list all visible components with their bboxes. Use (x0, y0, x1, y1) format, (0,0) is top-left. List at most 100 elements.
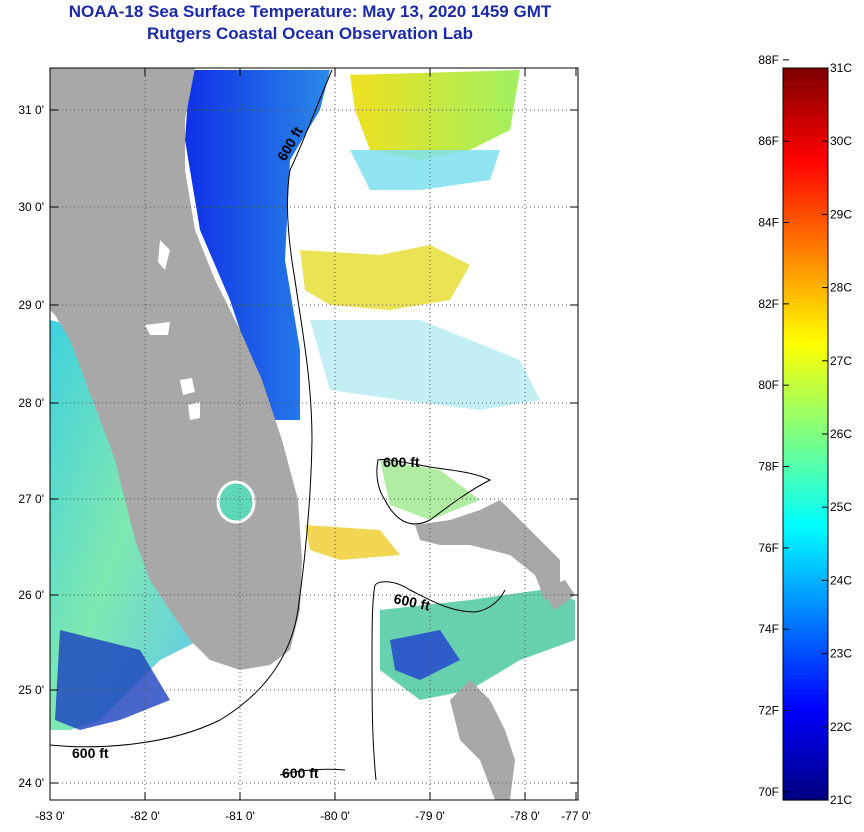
fahrenheit-tick-label: 78F (758, 460, 779, 474)
lon-tick-label: -78 0' (510, 809, 540, 823)
colorbar-segment (783, 273, 828, 280)
florida-straits-warm-patch (305, 525, 400, 560)
colorbar-body (782, 67, 829, 801)
offshore-warm-patch-north (350, 70, 520, 160)
colorbar-segment (783, 434, 828, 440)
colorbar-segment (783, 754, 828, 761)
colorbar-segment (783, 88, 828, 94)
colorbar-segment (783, 489, 828, 495)
colorbar-segment (783, 579, 828, 586)
colorbar-segment (783, 258, 828, 265)
colorbar-segment (783, 569, 828, 575)
colorbar-segment (783, 529, 828, 535)
colorbar-segment (783, 699, 828, 706)
colorbar-segment (783, 103, 828, 109)
colorbar-segment (783, 679, 828, 686)
title-line-1: NOAA-18 Sea Surface Temperature: May 13,… (68, 2, 552, 21)
contour-label: 600 ft (282, 765, 319, 781)
lat-tick-label: 24 0' (18, 776, 44, 790)
colorbar-segment (783, 168, 828, 174)
colorbar-segment (783, 539, 828, 545)
colorbar-segment (783, 449, 828, 455)
colorbar-segment (783, 559, 828, 565)
colorbar-segment (783, 614, 828, 621)
colorbar-segment (783, 138, 828, 144)
colorbar-segment (783, 734, 828, 741)
isobath-600ft-little-bahama (376, 459, 492, 525)
lon-tick-label: -81 0' (225, 809, 255, 823)
colorbar-segment (783, 78, 828, 84)
colorbar-segment (783, 664, 828, 671)
colorbar-segment (783, 484, 828, 490)
offshore-warm-patch-mid (300, 245, 470, 310)
colorbar-segment (783, 454, 828, 460)
lon-tick-label: -80 0' (320, 809, 350, 823)
colorbar-segment (783, 519, 828, 525)
colorbar-segment (783, 499, 828, 505)
lake-okeechobee (216, 480, 256, 524)
colorbar-segment (783, 514, 828, 520)
lon-tick-label: -79 0' (415, 809, 445, 823)
fahrenheit-tick-label: 84F (758, 216, 779, 230)
colorbar-segment (783, 574, 828, 580)
colorbar-segment (783, 248, 828, 255)
colorbar-segment (783, 504, 828, 510)
colorbar-segment (783, 428, 828, 435)
colorbar-segment (783, 318, 828, 325)
colorbar-segment (783, 183, 828, 189)
offshore-cyan-patch (350, 150, 500, 190)
colorbar-segment (783, 644, 828, 651)
lon-tick-label: -83 0' (35, 809, 65, 823)
contour-label: 600 ft (383, 454, 420, 470)
colorbar-segment (783, 549, 828, 555)
graticule (50, 68, 578, 800)
colorbar-segment (783, 789, 828, 796)
colorbar-segment (783, 158, 828, 164)
colorbar-segment (783, 293, 828, 300)
colorbar-segment (783, 323, 828, 330)
colorbar-segment (783, 358, 828, 365)
colorbar-segment (783, 393, 828, 400)
colorbar-segment (783, 113, 828, 119)
contour-label: 600 ft (72, 745, 109, 761)
lat-tick-label: 28 0' (18, 396, 44, 410)
colorbar-segment (783, 123, 828, 129)
colorbar-segment (783, 464, 828, 470)
lon-tick-label: -77 0' (561, 809, 591, 823)
colorbar-segment (783, 629, 828, 636)
colorbar-segment (783, 669, 828, 676)
colorbar-segment (783, 208, 828, 214)
lon-tick-label: -82 0' (130, 809, 160, 823)
celsius-tick-label: 25C (830, 500, 852, 514)
colorbar-segment (783, 589, 828, 596)
colorbar-segment (783, 278, 828, 285)
colorbar-segment (783, 474, 828, 480)
colorbar-segment (783, 383, 828, 390)
colorbar-segment (783, 198, 828, 204)
colorbar-segment (783, 759, 828, 766)
colorbar-segment (783, 459, 828, 465)
colorbar-segment (783, 779, 828, 786)
colorbar-segment (783, 794, 828, 801)
offshore-scattered-patch (310, 320, 540, 410)
colorbar-segment (783, 494, 828, 500)
colorbar-segment (783, 439, 828, 445)
colorbar-segment (783, 649, 828, 656)
colorbar-segment (783, 659, 828, 666)
colorbar-segment (783, 509, 828, 515)
colorbar-segment (783, 408, 828, 415)
colorbar-segment (783, 233, 828, 240)
atlantic-coastal-cold-water (185, 70, 330, 420)
lat-tick-label: 25 0' (18, 683, 44, 697)
colorbar-segment (783, 418, 828, 425)
colorbar-segment (783, 709, 828, 716)
colorbar-segment (783, 599, 828, 606)
colorbar-segment (783, 143, 828, 149)
celsius-tick-label: 29C (830, 207, 852, 221)
celsius-tick-label: 24C (830, 573, 852, 587)
colorbar-segment (783, 153, 828, 159)
colorbar-segment (783, 554, 828, 560)
lat-tick-label: 31 0' (18, 103, 44, 117)
title-line-2: Rutgers Coastal Ocean Observation Lab (147, 24, 473, 43)
fahrenheit-tick-label: 72F (758, 704, 779, 718)
